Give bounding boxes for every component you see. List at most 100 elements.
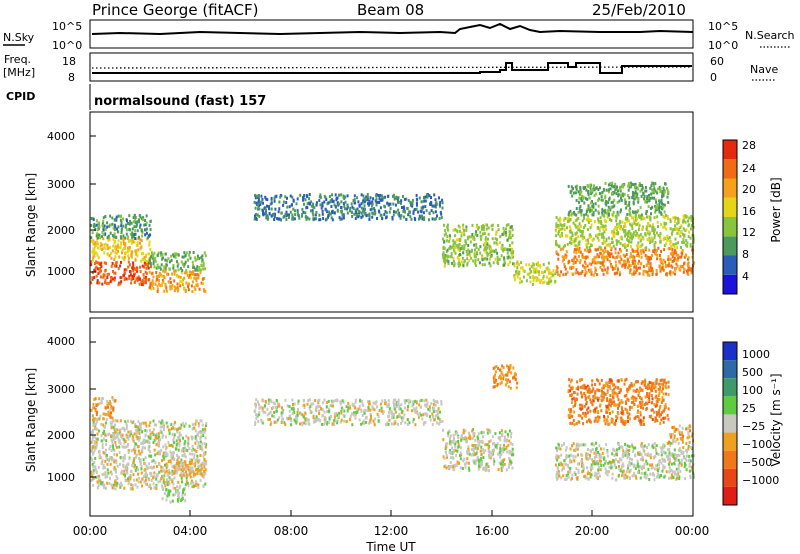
data-cell-8 [561,259,564,263]
data-cell-1 [135,250,138,253]
data-cell-8 [571,272,574,276]
data-cell-8 [614,256,617,260]
data-cell-9 [595,234,597,238]
data-cell-4 [432,398,435,402]
data-cell-9 [587,241,590,245]
data-cell-6 [484,238,487,242]
data-cell-4 [156,253,159,257]
data-cell-0 [157,432,160,436]
data-cell-0 [155,434,158,438]
data-cell-1 [127,246,130,250]
data-cell-2 [120,221,123,225]
data-cell-5 [267,216,270,220]
data-cell-10 [605,203,608,207]
data-cell-5 [510,462,512,466]
data-cell-0 [103,483,106,487]
data-cell-9 [602,227,605,231]
data-cell-4 [151,256,154,260]
data-cell-4 [185,251,188,255]
data-cell-4 [275,409,278,413]
data-cell-8 [644,254,647,257]
data-cell-0 [153,471,156,475]
data-cell-9 [684,214,687,218]
data-cell-4 [293,402,296,406]
data-cell-10 [640,213,643,217]
data-cell-1 [97,246,100,250]
data-cell-6 [468,235,471,239]
data-cell-8 [572,262,575,265]
data-cell-0 [96,261,98,265]
data-cell-6 [474,232,477,236]
data-cell-2 [106,225,109,229]
data-cell-8 [620,249,623,253]
data-cell-5 [454,448,457,452]
data-cell-6 [447,262,450,265]
data-cell-9 [607,236,610,240]
data-cell-4 [293,411,296,415]
data-cell-9 [680,224,683,228]
data-cell-6 [486,242,489,246]
data-cell-6 [505,233,507,237]
data-cell-6 [452,242,455,246]
data-cell-1 [124,247,127,251]
data-cell-8 [629,268,632,272]
data-cell-6 [462,227,465,231]
data-cell-2 [103,224,106,228]
data-cell-0 [177,480,180,484]
data-cell-5 [495,444,498,447]
data-cell-0 [90,260,93,264]
data-cell-1 [106,400,109,403]
data-cell-9 [556,243,559,247]
data-cell-4 [297,407,300,411]
data-cell-4 [334,399,337,403]
data-cell-0 [127,435,130,439]
data-cell-5 [476,455,479,459]
data-cell-10 [589,183,592,187]
data-cell-0 [102,431,105,435]
data-cell-6 [489,255,492,259]
data-cell-10 [666,186,668,190]
data-cell-0 [133,478,136,482]
data-cell-3 [185,271,188,275]
data-cell-8 [570,267,573,270]
colorbar-swatch [723,236,737,256]
data-cell-6 [486,253,489,257]
data-cell-5 [292,207,295,211]
data-cell-5 [264,208,267,212]
data-cell-8 [593,259,596,263]
data-cell-5 [499,436,501,440]
data-cell-5 [471,436,474,440]
data-cell-1 [129,238,132,242]
data-cell-5 [415,193,418,197]
data-cell-10 [594,202,597,206]
data-cell-5 [323,200,326,204]
data-cell-5 [445,454,448,458]
data-cell-0 [173,476,176,480]
data-cell-1 [119,246,122,249]
data-cell-5 [466,450,469,454]
data-cell-10 [642,191,645,195]
data-cell-4 [418,403,421,407]
data-cell-4 [164,252,167,256]
cpid-label: CPID [6,90,35,103]
data-cell-5 [418,217,420,221]
power-cbar-tick-16: 16 [742,205,756,218]
data-cell-0 [199,447,202,451]
data-cell-10 [603,209,606,213]
data-cell-1 [137,248,140,252]
data-cell-4 [412,417,415,421]
data-cell-2 [146,236,149,240]
data-cell-5 [255,217,258,221]
data-cell-0 [189,458,192,462]
data-cell-10 [641,184,644,188]
data-cell-0 [119,485,122,489]
data-cell-6 [516,381,519,385]
data-cell-2 [144,219,146,222]
data-cell-5 [268,212,271,215]
data-cell-6 [480,234,483,238]
data-cell-1 [110,406,113,410]
data-cell-0 [134,272,136,276]
data-cell-4 [437,407,440,411]
data-cell-5 [273,196,276,200]
data-cell-1 [106,244,109,247]
